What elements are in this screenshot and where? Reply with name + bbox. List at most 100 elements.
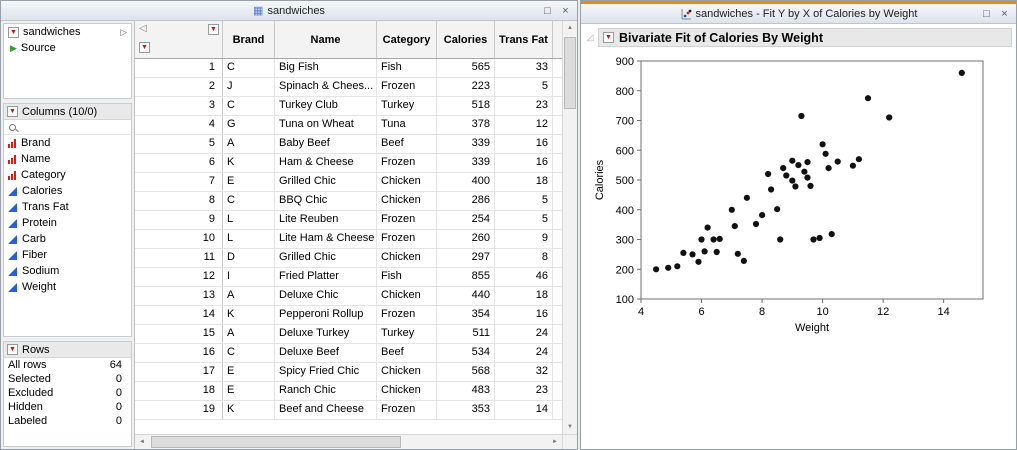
table-cell[interactable]: 483 — [437, 382, 495, 400]
table-cell[interactable]: 354 — [437, 306, 495, 324]
table-cell[interactable]: Turkey Club — [275, 97, 377, 115]
column-header-brand[interactable]: Brand — [223, 21, 275, 58]
source-row[interactable]: ▶ Source — [4, 40, 131, 56]
row-number[interactable]: 16 — [135, 344, 223, 362]
table-cell[interactable]: BBQ Chic — [275, 192, 377, 210]
data-point[interactable] — [807, 182, 814, 189]
table-cell[interactable]: 8 — [495, 249, 553, 267]
table-cell[interactable]: 12 — [495, 116, 553, 134]
data-point[interactable] — [765, 170, 772, 178]
close-button[interactable]: × — [562, 4, 569, 17]
row-number[interactable]: 13 — [135, 287, 223, 305]
data-point[interactable] — [710, 236, 717, 243]
disclosure-triangle-icon[interactable]: ◿ — [586, 32, 594, 42]
table-cell[interactable]: Chicken — [377, 192, 437, 210]
table-cell[interactable]: 5 — [495, 192, 553, 210]
data-point[interactable] — [819, 141, 826, 148]
table-cell[interactable]: 223 — [437, 78, 495, 96]
red-triangle-menu-icon[interactable]: ▼ — [603, 32, 614, 43]
table-cell[interactable]: 440 — [437, 287, 495, 305]
sidebar-item-column[interactable]: Sodium — [4, 263, 131, 279]
table-cell[interactable]: 18 — [495, 173, 553, 191]
table-cell[interactable]: 24 — [495, 344, 553, 362]
panel-expand-icon[interactable]: ▷ — [120, 26, 127, 37]
table-panel-title-row[interactable]: ▼ sandwiches ▷ — [4, 24, 131, 40]
table-row[interactable]: 13 A Deluxe Chic Chicken 440 18 — [135, 287, 562, 306]
table-cell[interactable]: Beef and Cheese — [275, 401, 377, 419]
row-number[interactable]: 19 — [135, 401, 223, 419]
table-row[interactable]: 14 K Pepperoni Rollup Frozen 354 16 — [135, 306, 562, 325]
table-cell[interactable]: A — [223, 135, 275, 153]
sidebar-item-column[interactable]: Carb — [4, 231, 131, 247]
table-cell[interactable]: Fish — [377, 59, 437, 77]
table-cell[interactable]: 353 — [437, 401, 495, 419]
sidebar-item-column[interactable]: Name — [4, 151, 131, 167]
row-number[interactable]: 1 — [135, 59, 223, 77]
data-point[interactable] — [780, 165, 787, 172]
data-point[interactable] — [674, 263, 681, 270]
column-search[interactable] — [4, 120, 131, 135]
data-point[interactable] — [728, 206, 735, 213]
table-cell[interactable]: 5 — [495, 78, 553, 96]
table-cell[interactable]: L — [223, 211, 275, 229]
data-point[interactable] — [886, 114, 893, 121]
table-row[interactable]: 4 G Tuna on Wheat Tuna 378 12 — [135, 116, 562, 135]
table-cell[interactable]: 9 — [495, 230, 553, 248]
data-point[interactable] — [734, 250, 741, 257]
data-point[interactable] — [743, 194, 750, 201]
data-point[interactable] — [731, 223, 738, 230]
table-cell[interactable]: 18 — [495, 287, 553, 305]
row-number[interactable]: 5 — [135, 135, 223, 153]
table-cell[interactable]: 568 — [437, 363, 495, 381]
data-point[interactable] — [828, 231, 835, 238]
scroll-right-icon[interactable]: ► — [552, 439, 558, 445]
table-cell[interactable]: L — [223, 230, 275, 248]
data-point[interactable] — [701, 248, 708, 255]
table-row[interactable]: 16 C Deluxe Beef Beef 534 24 — [135, 344, 562, 363]
table-cell[interactable]: 23 — [495, 97, 553, 115]
data-point[interactable] — [680, 249, 687, 256]
table-cell[interactable]: Spinach & Chees... — [275, 78, 377, 96]
table-cell[interactable]: Ranch Chic — [275, 382, 377, 400]
table-cell[interactable]: A — [223, 287, 275, 305]
row-number[interactable]: 18 — [135, 382, 223, 400]
table-cell[interactable]: Lite Ham & Cheese — [275, 230, 377, 248]
right-titlebar[interactable]: sandwiches - Fit Y by X of Calories by W… — [581, 4, 1016, 24]
data-point[interactable] — [789, 177, 796, 184]
data-point[interactable] — [825, 165, 832, 172]
table-row[interactable]: 10 L Lite Ham & Cheese Frozen 260 9 — [135, 230, 562, 249]
table-cell[interactable]: Chicken — [377, 363, 437, 381]
table-cell[interactable]: 5 — [495, 211, 553, 229]
data-point[interactable] — [849, 162, 856, 169]
sidebar-item-column[interactable]: Brand — [4, 135, 131, 151]
table-cell[interactable]: C — [223, 344, 275, 362]
table-cell[interactable]: Chicken — [377, 382, 437, 400]
data-point[interactable] — [810, 236, 817, 243]
vertical-scrollbar[interactable]: ▲ ▼ — [562, 21, 577, 434]
table-cell[interactable]: 297 — [437, 249, 495, 267]
data-point[interactable] — [801, 168, 808, 175]
table-cell[interactable]: 23 — [495, 382, 553, 400]
table-row[interactable]: 8 C BBQ Chic Chicken 286 5 — [135, 192, 562, 211]
table-cell[interactable]: 286 — [437, 192, 495, 210]
table-cell[interactable]: 16 — [495, 154, 553, 172]
table-cell[interactable]: Deluxe Chic — [275, 287, 377, 305]
data-point[interactable] — [665, 264, 672, 271]
scroll-down-icon[interactable]: ▼ — [567, 424, 573, 430]
table-cell[interactable]: K — [223, 154, 275, 172]
table-cell[interactable]: 24 — [495, 325, 553, 343]
data-point[interactable] — [855, 156, 862, 163]
row-number[interactable]: 11 — [135, 249, 223, 267]
data-point[interactable] — [704, 224, 711, 231]
maximize-button[interactable]: □ — [983, 7, 990, 20]
table-cell[interactable]: Frozen — [377, 230, 437, 248]
table-cell[interactable]: G — [223, 116, 275, 134]
table-row[interactable]: 2 J Spinach & Chees... Frozen 223 5 — [135, 78, 562, 97]
table-row[interactable]: 9 L Lite Reuben Frozen 254 5 — [135, 211, 562, 230]
table-cell[interactable]: C — [223, 59, 275, 77]
data-point[interactable] — [798, 112, 805, 120]
data-point[interactable] — [804, 174, 811, 181]
table-cell[interactable]: C — [223, 97, 275, 115]
table-cell[interactable]: 400 — [437, 173, 495, 191]
row-number[interactable]: 15 — [135, 325, 223, 343]
